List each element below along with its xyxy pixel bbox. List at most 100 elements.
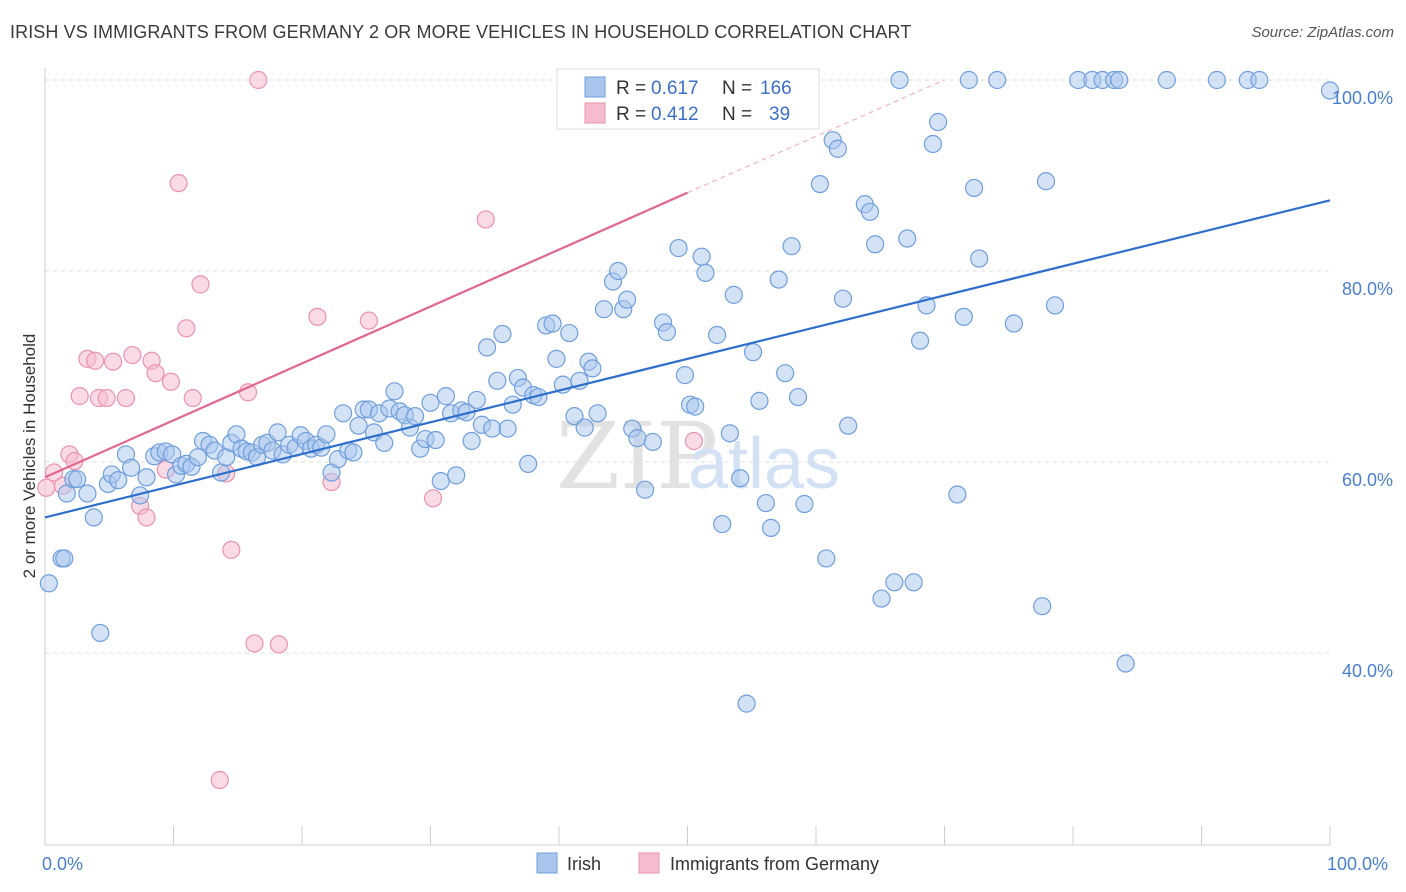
irish-point-115	[686, 397, 705, 416]
irish-point-82	[493, 324, 512, 344]
irish-point-84	[503, 395, 522, 414]
germany-point-16	[146, 364, 165, 383]
irish-point-8	[91, 623, 110, 643]
irish-point-7	[84, 508, 103, 527]
y-tick-label-100: 100.0%	[1332, 88, 1393, 108]
irish-point-5	[68, 470, 87, 489]
x-tick-label-max: 100.0%	[1327, 854, 1388, 874]
irish-r-value: 0.617	[651, 78, 699, 99]
irish-point-146	[904, 573, 923, 592]
germany-point-36	[684, 431, 704, 451]
irish-point-71	[436, 387, 456, 406]
irish-point-100	[588, 404, 607, 423]
legend-germany-swatch	[638, 852, 660, 874]
irish-point-0	[39, 574, 58, 593]
irish-point-53	[344, 443, 363, 462]
irish-point-68	[421, 393, 440, 412]
irish-point-76	[462, 431, 481, 451]
irish-point-80	[483, 419, 502, 438]
irish-point-87	[519, 454, 538, 474]
germany-r-value: 0.412	[651, 104, 699, 125]
germany-point-34	[476, 210, 495, 229]
x-tick-label-min: 0.0%	[42, 854, 83, 874]
germany-point-10	[104, 352, 123, 371]
irish-point-59	[375, 433, 394, 452]
irish-point-95	[565, 407, 584, 426]
irish-point-48	[317, 425, 336, 444]
irish-point-69	[426, 430, 445, 450]
irish-point-112	[669, 238, 688, 258]
irish-point-134	[817, 549, 836, 568]
irish-point-160	[1045, 296, 1065, 315]
y-tick-label-80: 80.0%	[1342, 279, 1393, 299]
irish-point-156	[988, 70, 1007, 90]
germany-point-23	[210, 770, 229, 790]
irish-point-51	[334, 404, 353, 423]
irish-point-171	[1320, 81, 1340, 100]
irish-point-124	[743, 343, 763, 362]
irish-point-39	[268, 423, 287, 442]
irish-point-143	[885, 573, 904, 592]
germany-trend-extension	[687, 79, 945, 194]
germany-point-21	[183, 388, 202, 408]
irish-point-140	[860, 202, 880, 221]
irish-points	[39, 70, 1340, 713]
irish-point-159	[1036, 172, 1056, 191]
irish-point-170	[1250, 70, 1269, 90]
irish-point-61	[385, 382, 404, 401]
irish-point-92	[547, 349, 566, 368]
irish-point-130	[782, 237, 801, 256]
irish-point-165	[1110, 70, 1129, 90]
irish-point-166	[1116, 654, 1135, 673]
chart-title: IRISH VS IMMIGRANTS FROM GERMANY 2 OR MO…	[10, 22, 912, 42]
irish-point-125	[750, 391, 769, 410]
irish-point-77	[467, 390, 486, 410]
irish-point-137	[833, 289, 853, 308]
irish-point-119	[713, 514, 732, 534]
germany-point-28	[249, 70, 268, 90]
irish-point-149	[923, 134, 943, 154]
germany-point-11	[116, 388, 136, 408]
irish-point-122	[731, 469, 750, 488]
irish-point-138	[839, 416, 858, 435]
legend-germany-label: Immigrants from Germany	[670, 854, 879, 874]
trend-lines	[44, 79, 1331, 519]
irish-point-142	[872, 589, 891, 608]
irish-point-2	[55, 549, 74, 568]
germany-r-label: R =	[616, 104, 646, 125]
irish-point-81	[488, 371, 507, 390]
irish-point-123	[737, 694, 756, 713]
irish-point-141	[866, 235, 885, 254]
irish-point-108	[635, 480, 655, 499]
germany-point-12	[123, 345, 142, 365]
germany-n-value: 39	[769, 104, 790, 125]
irish-point-15	[137, 468, 156, 487]
irish-point-152	[954, 307, 973, 326]
irish-point-99	[583, 359, 602, 378]
irish-point-155	[970, 249, 989, 268]
stats-legend: R = 0.617 N = 166 R = 0.412 N = 39	[556, 68, 820, 130]
germany-n-label: N =	[722, 104, 752, 125]
irish-point-54	[349, 416, 368, 435]
irish-r-label: R =	[616, 78, 646, 99]
germany-point-7	[86, 351, 105, 370]
irish-trend-line	[44, 199, 1331, 519]
irish-point-131	[788, 387, 808, 407]
germany-point-25	[222, 540, 241, 559]
irish-point-91	[543, 314, 562, 333]
irish-point-11	[109, 471, 128, 490]
germany-swatch	[584, 102, 606, 124]
legend-irish-label: Irish	[567, 854, 601, 874]
irish-point-103	[609, 261, 628, 281]
y-tick-label-40: 40.0%	[1342, 661, 1393, 681]
irish-point-111	[657, 323, 677, 342]
irish-point-147	[910, 331, 930, 350]
irish-n-label: N =	[722, 78, 752, 99]
irish-point-153	[959, 70, 979, 90]
irish-point-129	[776, 364, 795, 383]
irish-point-133	[810, 174, 829, 194]
irish-point-109	[643, 432, 662, 452]
irish-n-value: 166	[760, 78, 792, 99]
irish-point-101	[594, 300, 614, 319]
